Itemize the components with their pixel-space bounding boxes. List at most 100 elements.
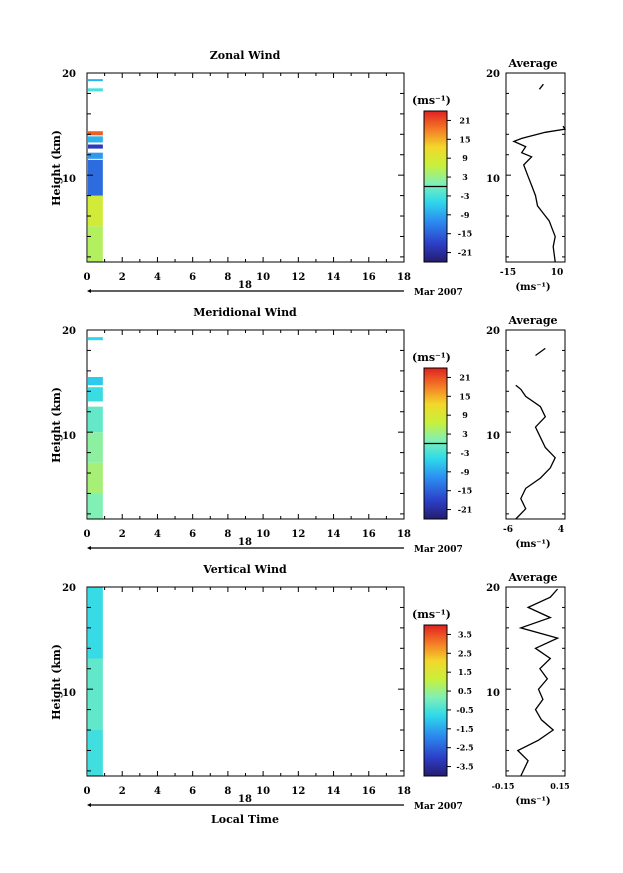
avg-x-axis-label: (ms⁻¹) [515,539,550,550]
colorbar-tick-label: -9 [461,210,470,220]
axis-ticks [86,329,405,519]
x-tick-label: 12 [291,272,305,283]
heatmap-area [88,587,103,776]
x-tick-label: 16 [362,272,376,283]
x-tick-label: 0 [84,272,91,283]
average-title: Average [507,314,557,327]
panel-vertical: Vertical Wind Height (km) 20 10 0 2 4 6 8 10 1… [50,563,570,826]
heatmap-cell [88,152,103,159]
heatmap-cell [88,376,103,386]
avg-y-tick-label: 10 [486,688,500,699]
avg-x-tick-label: 10 [551,268,564,278]
x-axis-label: Local Time [211,813,279,826]
x-tick-labels: 0 2 4 6 8 10 12 14 16 18 [84,529,411,540]
x-tick-label: 6 [189,529,196,540]
colorbar-tick-label: -3 [461,191,470,201]
heatmap-cell [88,337,103,341]
colorbar-tick-label: 15 [459,391,470,401]
date-label: Mar 2007 [414,802,463,812]
axis-ticks [86,586,405,776]
heatmap-cell [88,432,103,463]
x-tick-label: 18 [397,786,411,797]
plot-frame [86,72,405,263]
average-profile-line [516,588,560,777]
heatmap-area [88,337,103,519]
day-label: 18 [238,794,252,805]
x-tick-label: 10 [256,529,270,540]
date-bar-marker [87,803,91,807]
x-tick-label: 18 [397,529,411,540]
y-axis-label: Height (km) [50,387,63,463]
plot-frame [86,329,405,520]
colorbar [423,624,448,777]
date-bar-marker [87,289,91,293]
x-tick-label: 2 [119,272,126,283]
heatmap-cell [88,79,103,82]
x-tick-labels: 0 2 4 6 8 10 12 14 16 18 [84,272,411,283]
average-frame [505,329,566,520]
avg-x-tick-label: -15 [500,268,516,278]
average-title: Average [507,571,557,584]
colorbar-tick-label: -21 [458,248,472,258]
average-title: Average [507,57,557,70]
heatmap-cell [88,195,103,227]
date-label: Mar 2007 [414,288,463,298]
avg-x-tick-label: 4 [558,525,564,535]
avg-x-axis-label: (ms⁻¹) [515,796,550,807]
y-tick-label: 10 [62,688,76,699]
x-tick-label: 4 [154,786,161,797]
avg-y-tick-label: 20 [486,326,500,337]
colorbar-tick-label: 15 [459,134,470,144]
x-tick-label: 10 [256,272,270,283]
colorbar-unit: (ms⁻¹) [412,608,451,621]
average-frame [505,586,566,777]
colorbar-tick-label: 2.5 [458,648,472,658]
colorbar-tick-label: -21 [458,505,472,515]
colorbar-tick-label: 1.5 [458,667,472,677]
colorbar-tick-label: 21 [459,115,470,125]
x-tick-label: 14 [327,786,341,797]
x-tick-label: 8 [224,529,231,540]
colorbar-unit: (ms⁻¹) [412,351,451,364]
avg-y-tick-label: 10 [486,431,500,442]
heatmap-cell [88,730,103,776]
colorbar-tick-label: 3.5 [458,629,472,639]
avg-x-tick-label: -0.15 [492,781,515,791]
colorbar-tick-label: 9 [462,410,468,420]
y-tick-label: 10 [62,174,76,185]
heatmap-cell [88,658,103,731]
avg-x-tick-label: -6 [503,525,513,535]
x-tick-label: 12 [291,786,305,797]
x-tick-label: 8 [224,272,231,283]
x-tick-label: 2 [119,529,126,540]
y-tick-label: 20 [62,583,76,594]
heatmap-cell [88,144,103,149]
x-tick-label: 12 [291,529,305,540]
heatmap-cell [88,131,103,136]
heatmap-cell [88,462,103,494]
average-profile [506,329,565,520]
colorbar-tick-label: -3.5 [456,762,473,772]
avg-y-tick-label: 20 [486,69,500,80]
x-tick-label: 0 [84,786,91,797]
average-profile-line [515,384,556,520]
day-label: 18 [238,537,252,548]
y-tick-label: 20 [62,326,76,337]
avg-x-tick-label: 0.15 [550,781,569,791]
colorbar-tick-label: 3 [462,172,468,182]
colorbar-tick-label: -3 [461,448,470,458]
colorbar-tick-label: 0.5 [458,686,472,696]
x-tick-labels: 0 2 4 6 8 10 12 14 16 18 [84,786,411,797]
x-tick-label: 16 [362,529,376,540]
x-tick-label: 0 [84,529,91,540]
x-tick-label: 14 [327,272,341,283]
y-tick-label: 10 [62,431,76,442]
avg-y-tick-label: 10 [486,174,500,185]
avg-y-tick-label: 20 [486,583,500,594]
average-frame [505,72,566,263]
colorbar-ticks: 3.5 2.5 1.5 0.5 -0.5 -1.5 -2.5 -3.5 [447,629,474,772]
heatmap-cell [88,88,103,92]
x-tick-label: 4 [154,272,161,283]
